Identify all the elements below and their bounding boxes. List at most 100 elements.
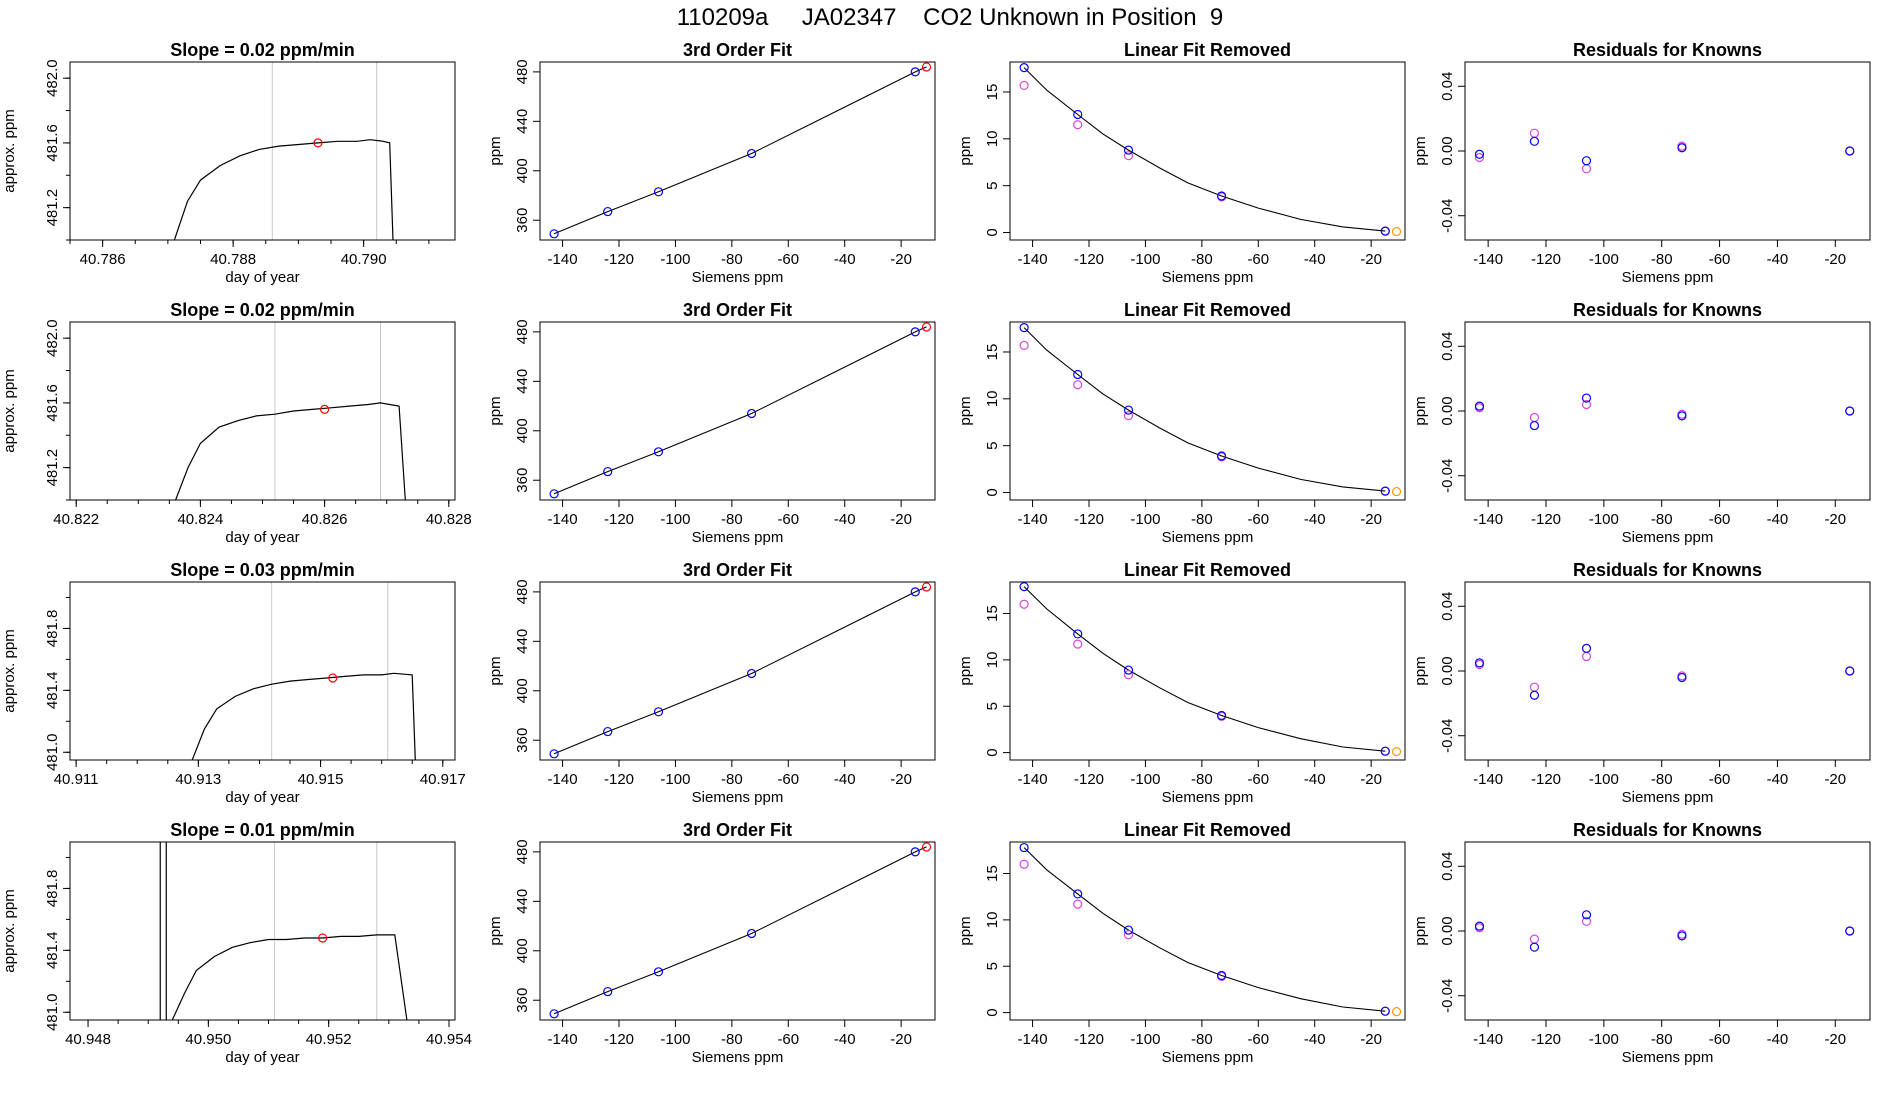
x-tick-label: -100 <box>660 251 690 268</box>
y-tick-label: -0.04 <box>1439 719 1456 753</box>
y-axis-label: ppm <box>1412 136 1429 165</box>
panel-3: Slope = 0.03 ppm/min 40.911 40.913 40.915 40… <box>1 560 466 806</box>
y-tick-label: 5 <box>984 181 1001 189</box>
data-point-alt <box>1529 682 1540 692</box>
data-point-known <box>1123 925 1134 935</box>
data-point-alt <box>1581 651 1592 662</box>
x-tick-label: 40.788 <box>210 251 256 268</box>
plot-frame <box>539 61 936 241</box>
data-point-known <box>1380 226 1390 236</box>
x-tick-label: -140 <box>1018 511 1048 528</box>
y-tick-label: 480 <box>514 579 531 604</box>
data-point-known <box>1217 710 1227 721</box>
data-point-known <box>1380 486 1390 496</box>
data-point-known <box>603 206 613 217</box>
y-axis-label: ppm <box>487 396 504 425</box>
x-tick-label: -140 <box>548 771 578 788</box>
x-tick-label: 40.828 <box>426 511 472 528</box>
y-tick-label: 5 <box>984 441 1001 449</box>
plot-frame <box>69 321 456 501</box>
y-tick-label: 481.4 <box>44 672 61 710</box>
data-point-known <box>1217 451 1227 461</box>
panel-title: Slope = 0.02 ppm/min <box>170 40 355 60</box>
y-axis-label: ppm <box>1412 656 1429 685</box>
x-tick-label: -40 <box>1767 251 1789 268</box>
figure-title: 110209a JA02347 CO2 Unknown in Position … <box>676 4 1224 31</box>
x-tick-label: -140 <box>1473 511 1503 528</box>
x-tick-label: -60 <box>777 251 799 268</box>
y-tick-label: 360 <box>514 468 531 493</box>
x-tick-label: -100 <box>660 1031 690 1048</box>
data-point-known <box>549 1009 559 1019</box>
y-tick-label: 10 <box>984 130 1001 147</box>
data-point-alt <box>1529 412 1540 423</box>
data-point-known <box>1073 109 1083 120</box>
data-point-unknown <box>921 842 932 852</box>
data-point-alt <box>1123 411 1134 421</box>
x-tick-label: -20 <box>890 1031 912 1048</box>
x-tick-label: -60 <box>1709 1031 1731 1048</box>
fit-curve <box>1023 67 1386 232</box>
y-tick-label: 400 <box>514 938 531 963</box>
panel-title: Linear Fit Removed <box>1124 560 1291 580</box>
y-axis-label: ppm <box>957 916 974 945</box>
data-point-unknown <box>921 322 932 332</box>
y-axis-label: ppm <box>1412 916 1429 945</box>
x-tick-label: -80 <box>1191 1031 1213 1048</box>
x-tick-label: -40 <box>1304 771 1326 788</box>
y-tick-label: 0 <box>984 1008 1001 1016</box>
x-tick-label: -80 <box>1651 511 1673 528</box>
x-tick-label: -80 <box>721 251 743 268</box>
data-point-known <box>910 587 920 597</box>
x-tick-label: -60 <box>1709 771 1731 788</box>
data-point-known <box>653 187 664 197</box>
x-tick-label: 40.917 <box>420 771 466 788</box>
x-tick-label: -140 <box>1473 771 1503 788</box>
x-tick-label: 40.954 <box>426 1031 472 1048</box>
x-tick-label: -80 <box>1191 251 1213 268</box>
data-point-known <box>1677 931 1687 941</box>
data-point-known <box>1380 1006 1390 1016</box>
y-tick-label: -0.04 <box>1439 199 1456 233</box>
data-point-known <box>1123 405 1134 415</box>
data-point-known <box>1019 842 1029 853</box>
y-tick-label: 5 <box>984 702 1001 710</box>
x-axis-label: Siemens ppm <box>692 529 784 546</box>
x-tick-label: -120 <box>1531 1031 1561 1048</box>
x-tick-label: -20 <box>1360 511 1382 528</box>
data-point-known <box>653 967 664 977</box>
y-tick-label: 481.4 <box>44 932 61 970</box>
data-point-known <box>1677 411 1687 421</box>
data-point-marker <box>328 673 338 683</box>
plot-frame <box>69 61 456 241</box>
y-tick-label: 10 <box>984 912 1001 929</box>
plot-frame <box>539 321 936 501</box>
data-series-line <box>175 402 406 500</box>
y-axis-label: approx. ppm <box>1 629 18 712</box>
x-tick-label: -40 <box>834 1031 856 1048</box>
data-point-known <box>603 986 613 997</box>
data-point-known <box>1529 420 1540 431</box>
y-tick-label: 10 <box>984 652 1001 669</box>
plot-frame <box>539 841 936 1021</box>
data-point-alt <box>1073 120 1083 130</box>
data-point-known <box>603 466 613 477</box>
x-tick-label: -120 <box>1531 511 1561 528</box>
x-tick-label: 40.948 <box>65 1031 111 1048</box>
x-tick-label: -40 <box>834 511 856 528</box>
x-tick-label: -40 <box>1304 511 1326 528</box>
panel-5: 3rd Order Fit -140 -120 -100 -80 -60 -40 -20 360… <box>487 40 936 286</box>
y-axis-label: ppm <box>487 136 504 165</box>
data-point-known <box>549 489 559 499</box>
x-tick-label: 40.911 <box>54 771 99 788</box>
data-point-known <box>747 148 757 159</box>
x-tick-label: -140 <box>1018 771 1048 788</box>
x-tick-label: -120 <box>1074 771 1104 788</box>
plot-frame <box>1464 841 1871 1021</box>
x-tick-label: -140 <box>1018 251 1048 268</box>
y-tick-label: 481.2 <box>44 189 61 227</box>
x-axis-label: Siemens ppm <box>1162 269 1254 286</box>
data-point-known <box>1474 658 1485 668</box>
y-tick-label: 0.04 <box>1439 592 1456 621</box>
x-axis-label: Siemens ppm <box>692 789 784 806</box>
